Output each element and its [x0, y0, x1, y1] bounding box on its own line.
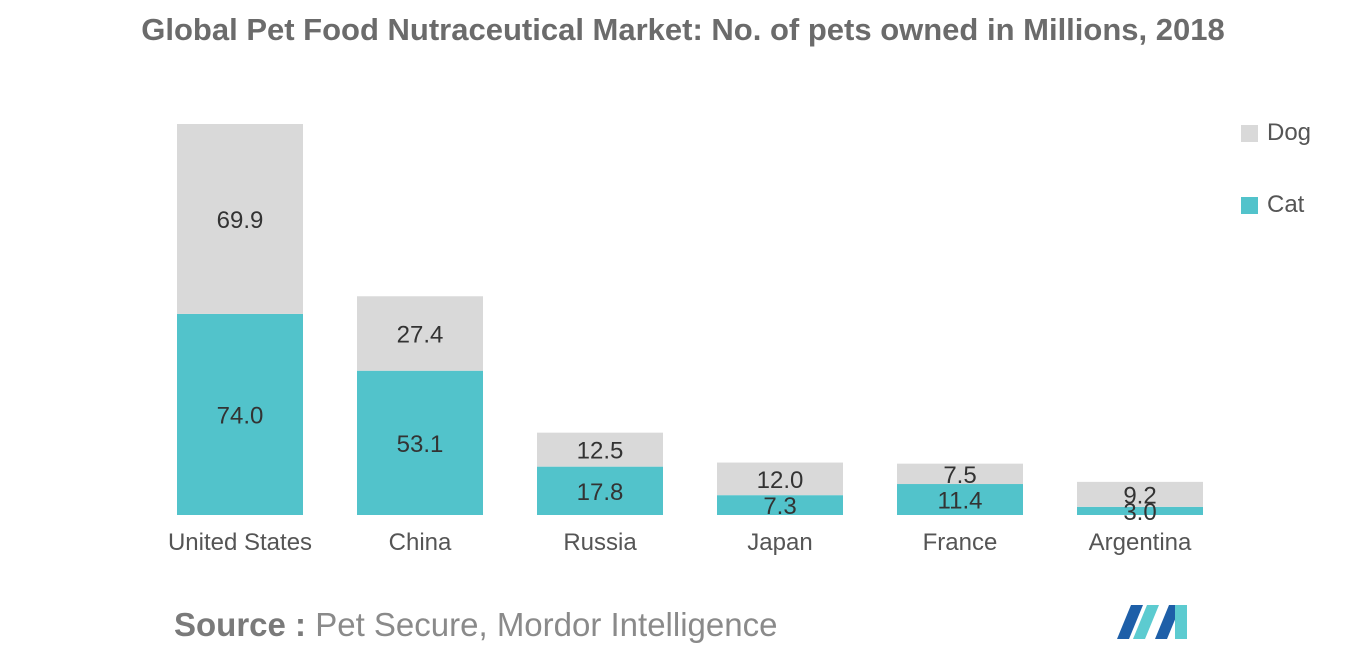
x-tick-label-united-states: United States [168, 529, 312, 556]
data-label-cat-france: 11.4 [938, 488, 983, 515]
bar-dog-japan[interactable] [717, 462, 843, 496]
legend-item-cat[interactable]: Cat [1241, 191, 1304, 219]
bar-dog-united-states[interactable] [177, 124, 303, 314]
source-note: Source : Pet Secure, Mordor Intelligence [174, 606, 777, 644]
bar-dog-france[interactable] [897, 463, 1023, 485]
legend-swatch-dog [1241, 124, 1258, 142]
bar-cat-france[interactable] [897, 484, 1023, 515]
logo-shape-right-a [1155, 605, 1181, 639]
x-axis-layer: United States China Russia Japan France Argen… [168, 529, 1192, 556]
legend-swatch-cat [1241, 196, 1258, 214]
data-label-cat-china: 53.1 [397, 431, 444, 458]
bars-layer [177, 124, 1203, 515]
data-label-dog-france: 7.5 [943, 462, 976, 489]
data-label-cat-japan: 7.3 [763, 493, 796, 520]
bar-cat-china[interactable] [357, 370, 483, 515]
data-label-cat-argentina: 3.0 [1123, 499, 1156, 526]
data-label-dog-united-states: 69.9 [217, 207, 264, 234]
chart-title: Global Pet Food Nutraceutical Market: No… [141, 12, 1225, 47]
bar-cat-united-states[interactable] [177, 313, 303, 515]
stacked-bar-chart: 74.0 69.9 53.1 27.4 17.8 12.5 7.312.0 11.47.5 3.… [168, 124, 1203, 556]
logo-shape-mid [1133, 605, 1159, 639]
bar-dog-china[interactable] [357, 296, 483, 371]
x-tick-label-argentina: Argentina [1089, 529, 1192, 556]
x-tick-label-china: China [389, 529, 452, 556]
legend-label-cat: Cat [1267, 191, 1305, 218]
logo-shape-left [1117, 605, 1143, 639]
bar-cat-russia[interactable] [537, 466, 663, 515]
data-labels-layer: 74.0 69.9 53.1 27.4 17.8 12.5 7.312.0 11.47.5 3.… [217, 207, 1157, 526]
legend-item-dog[interactable]: Dog [1241, 119, 1311, 147]
bar-dog-argentina[interactable] [1077, 481, 1203, 507]
x-tick-label-france: France [923, 529, 998, 556]
logo-shape-right-b [1175, 605, 1187, 639]
bar-cat-argentina[interactable] [1077, 506, 1203, 515]
data-label-cat-united-states: 74.0 [217, 402, 264, 429]
x-tick-label-russia: Russia [563, 529, 637, 556]
data-label-dog-china: 27.4 [397, 321, 444, 348]
x-tick-label-japan: Japan [747, 529, 812, 556]
data-label-dog-russia: 12.5 [577, 438, 624, 465]
data-label-dog-argentina: 9.2 [1123, 482, 1156, 509]
source-label: Source : [174, 606, 307, 643]
data-label-cat-russia: 17.8 [577, 479, 624, 506]
bar-cat-japan[interactable] [717, 495, 843, 515]
source-text: Pet Secure, Mordor Intelligence [315, 606, 778, 643]
mordor-intelligence-logo-icon [1117, 605, 1187, 639]
data-label-dog-japan: 12.0 [757, 467, 804, 494]
legend-label-dog: Dog [1267, 119, 1312, 146]
bar-dog-russia[interactable] [537, 432, 663, 467]
